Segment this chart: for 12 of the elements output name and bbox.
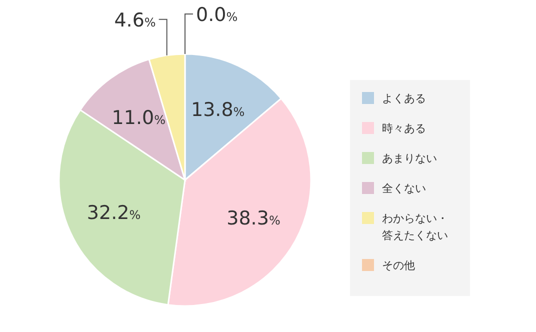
data-label: 38.3% [226, 208, 280, 230]
legend-label: 全くない [382, 181, 427, 197]
legend-label: あまりない [382, 151, 438, 167]
text: 0.0% [196, 4, 238, 26]
legend-label: その他 [382, 258, 416, 274]
data-label: 4.6% [114, 9, 156, 32]
legend-label: よくある [382, 91, 427, 107]
data-label: 13.8% [190, 99, 245, 122]
data-label: 32.2% [86, 202, 141, 224]
legend-label: 時々ある [382, 121, 427, 137]
data-label: 11.0% [112, 107, 166, 130]
legend-label: わからない・答えたくない [382, 211, 449, 244]
